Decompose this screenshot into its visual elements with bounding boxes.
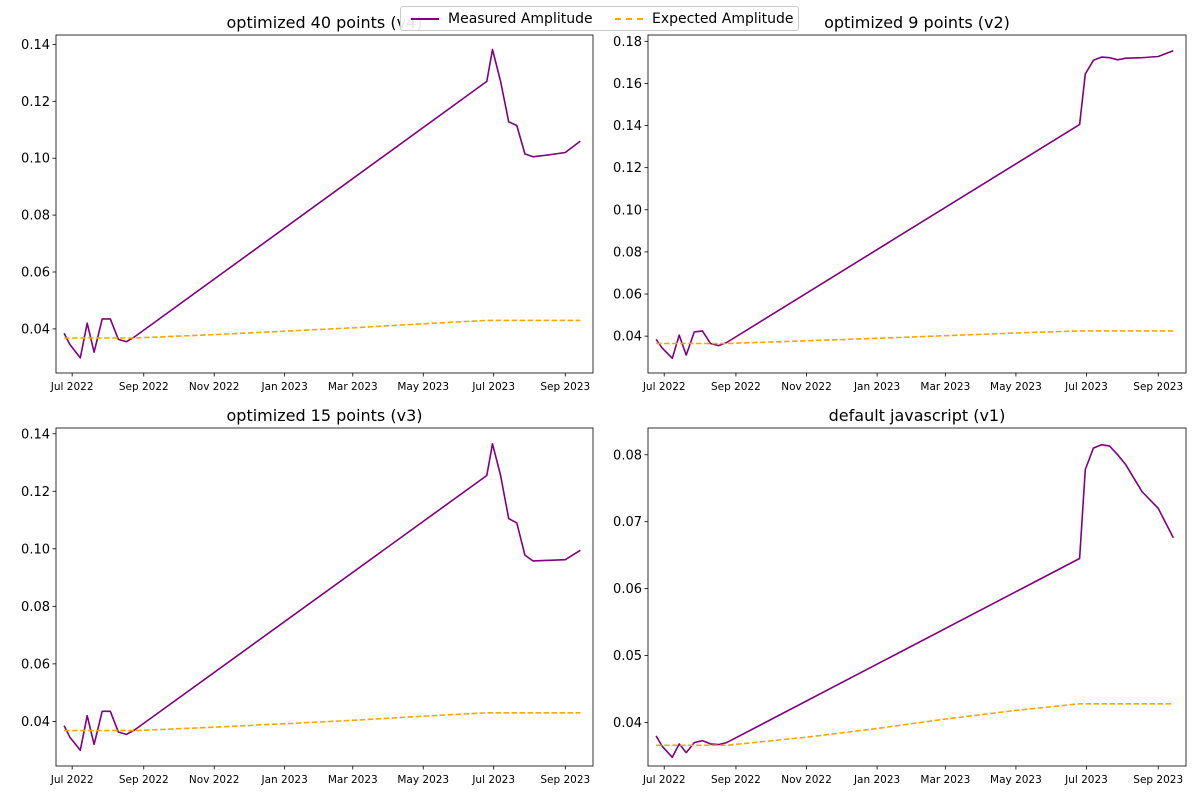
y-tick-label: 0.04 (21, 715, 50, 730)
x-tick-label: Jul 2022 (50, 381, 94, 393)
series-line-expected (64, 711, 581, 732)
legend-swatch-measured (411, 18, 439, 20)
y-tick-label: 0.18 (613, 35, 642, 50)
x-tick-label: Jan 2023 (261, 774, 308, 786)
axes-frame (647, 427, 1187, 767)
y-tick-label: 0.10 (21, 152, 50, 167)
y-tick-label: 0.05 (613, 649, 642, 664)
y-tick-label: 0.08 (613, 448, 642, 463)
series-line-expected (64, 319, 581, 339)
series-line-measured (63, 48, 581, 359)
legend: Measured Amplitude Expected Amplitude (400, 6, 799, 31)
x-tick-label: Jul 2022 (642, 774, 686, 786)
x-tick-label: Jul 2023 (1064, 381, 1108, 393)
x-tick-label: Mar 2023 (328, 381, 378, 393)
series-line-expected (656, 702, 1174, 747)
x-tick-label: Jul 2022 (50, 774, 94, 786)
x-tick-label: Jul 2023 (471, 381, 515, 393)
x-tick-label: Sep 2022 (119, 774, 169, 786)
subplot-title: optimized 15 points (v3) (227, 406, 423, 425)
x-tick-label: Nov 2022 (189, 381, 240, 393)
y-tick-label: 0.16 (613, 77, 642, 92)
axes-frame (55, 34, 594, 374)
legend-label-measured: Measured Amplitude (448, 11, 593, 27)
y-tick-label: 0.04 (21, 322, 50, 337)
x-tick-label: May 2023 (397, 381, 449, 393)
y-tick-label: 0.06 (613, 288, 642, 303)
x-tick-label: Jan 2023 (261, 381, 308, 393)
x-tick-label: Nov 2022 (189, 774, 240, 786)
y-tick-label: 0.12 (21, 485, 50, 500)
legend-item-measured: Measured Amplitude (411, 10, 593, 28)
y-tick-label: 0.14 (21, 38, 50, 53)
legend-swatch-expected (615, 18, 643, 20)
axes-frame (55, 427, 594, 767)
x-tick-label: Sep 2023 (1133, 774, 1183, 786)
series-line-measured (655, 443, 1175, 759)
x-tick-label: May 2023 (990, 774, 1042, 786)
subplot-2: 0.04 0.06 0.08 0.10 0.12 0.14 0.16 0.18 Jul 2022… (613, 13, 1187, 393)
x-tick-label: Jul 2023 (1064, 774, 1108, 786)
x-tick-label: Jan 2023 (853, 381, 900, 393)
x-tick-label: Sep 2023 (1133, 381, 1183, 393)
y-tick-label: 0.14 (21, 427, 50, 442)
x-tick-label: Jul 2022 (642, 381, 686, 393)
x-tick-label: May 2023 (990, 381, 1042, 393)
legend-label-expected: Expected Amplitude (652, 11, 794, 27)
subplot-3: 0.04 0.06 0.08 0.10 0.12 0.14 Jul 2022 Sep 2022… (21, 406, 594, 786)
y-tick-label: 0.08 (613, 245, 642, 260)
x-tick-label: Nov 2022 (781, 774, 832, 786)
y-tick-label: 0.08 (21, 600, 50, 615)
axes-frame (647, 34, 1187, 374)
y-tick-label: 0.12 (21, 95, 50, 110)
x-tick-label: Sep 2022 (119, 381, 169, 393)
x-tick-label: Sep 2023 (540, 381, 590, 393)
y-tick-label: 0.06 (21, 265, 50, 280)
x-tick-label: Sep 2022 (711, 774, 761, 786)
series-line-expected (656, 330, 1174, 345)
y-tick-label: 0.08 (21, 209, 50, 224)
x-tick-label: Mar 2023 (920, 381, 970, 393)
subplot-title: optimized 40 points (v4) (227, 13, 423, 32)
x-tick-label: Mar 2023 (920, 774, 970, 786)
legend-item-expected: Expected Amplitude (615, 10, 794, 28)
x-tick-label: Sep 2022 (711, 381, 761, 393)
subplot-title: optimized 9 points (v2) (824, 13, 1010, 32)
subplot-4: 0.04 0.05 0.06 0.07 0.08 Jul 2022 Sep 2022 Nov … (613, 406, 1187, 786)
x-tick-label: Sep 2023 (540, 774, 590, 786)
x-tick-label: Jan 2023 (853, 774, 900, 786)
y-tick-label: 0.07 (613, 515, 642, 530)
x-tick-label: May 2023 (397, 774, 449, 786)
y-tick-label: 0.06 (613, 582, 642, 597)
y-tick-label: 0.10 (21, 542, 50, 557)
y-tick-label: 0.06 (21, 657, 50, 672)
y-tick-label: 0.12 (613, 161, 642, 176)
x-tick-label: Mar 2023 (328, 774, 378, 786)
x-tick-label: Jul 2023 (471, 774, 515, 786)
series-line-measured (655, 50, 1174, 360)
subplot-1: 0.04 0.06 0.08 0.10 0.12 0.14 Jul 2022 Sep 2022… (21, 13, 594, 393)
subplot-title: default javascript (v1) (829, 406, 1006, 425)
series-line-measured (63, 442, 581, 752)
y-tick-label: 0.04 (613, 330, 642, 345)
y-tick-label: 0.14 (613, 119, 642, 134)
x-tick-label: Nov 2022 (781, 381, 832, 393)
y-tick-label: 0.04 (613, 716, 642, 731)
y-tick-label: 0.10 (613, 203, 642, 218)
